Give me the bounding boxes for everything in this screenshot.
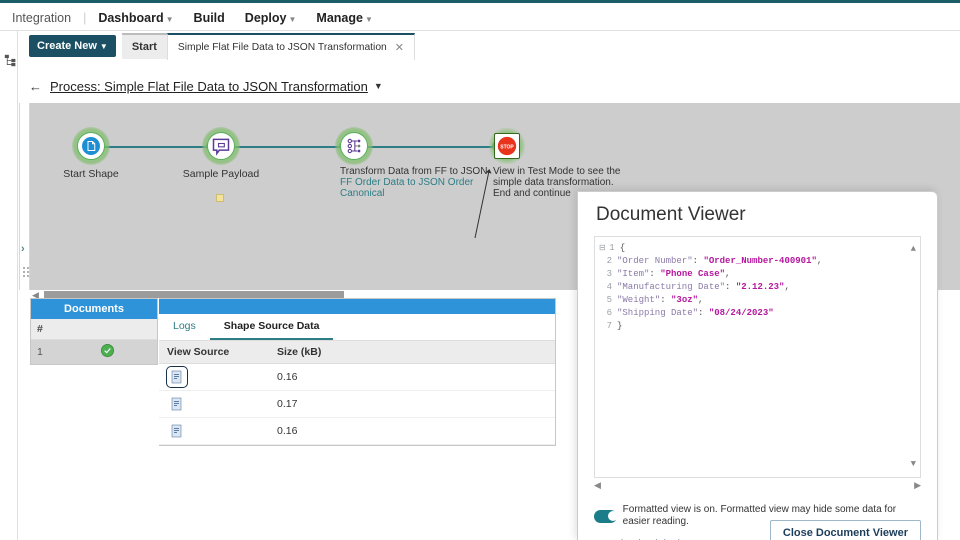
svg-text:STOP: STOP	[500, 145, 514, 151]
